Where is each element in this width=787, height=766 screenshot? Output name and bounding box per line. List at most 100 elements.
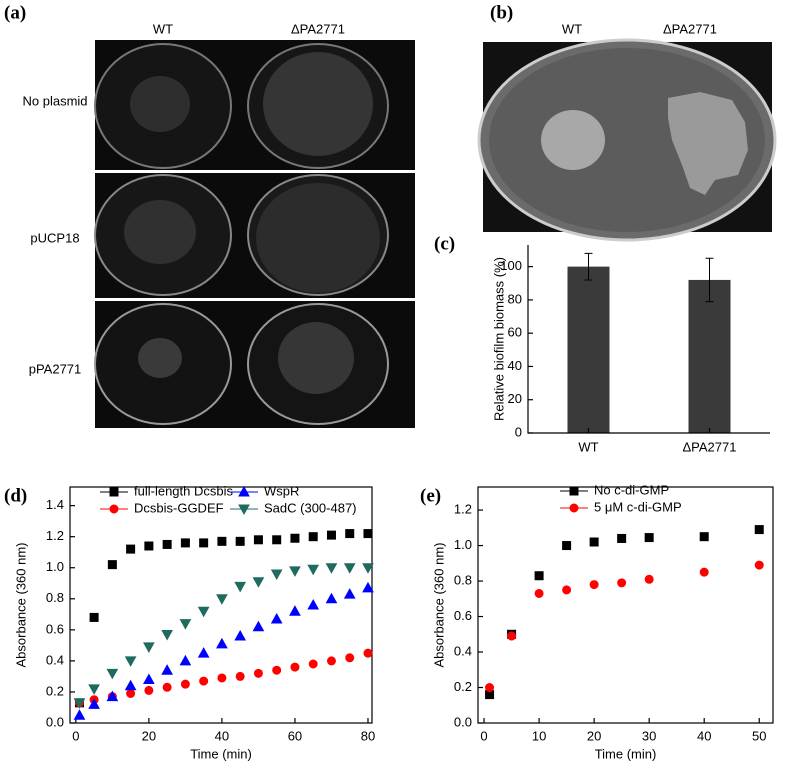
legend-label: WspR [264, 483, 299, 498]
legend-marker [569, 486, 579, 496]
column-header: WT [153, 21, 173, 36]
marker [754, 525, 764, 535]
marker [617, 578, 627, 588]
x-tick-label: 20 [142, 728, 156, 743]
marker [289, 605, 301, 616]
marker [199, 538, 209, 548]
x-axis-label: Time (min) [595, 746, 657, 761]
legend-label: No c-di-GMP [594, 482, 669, 497]
marker [485, 683, 495, 693]
row-label: No plasmid [22, 93, 87, 108]
marker [144, 541, 154, 551]
marker [216, 637, 228, 649]
y-tick-label: 80 [508, 291, 522, 306]
row-label: pPA2771 [29, 361, 82, 376]
legend-marker [238, 485, 250, 497]
y-tick-label: 60 [508, 325, 522, 340]
marker [699, 532, 709, 542]
panel-label: (a) [4, 2, 26, 23]
marker [179, 654, 192, 666]
marker [562, 585, 572, 595]
y-tick-label: 1.2 [454, 502, 472, 517]
y-axis-label: Absorbance (360 nm) [431, 542, 446, 667]
marker [143, 673, 155, 685]
marker [235, 536, 245, 546]
marker [199, 676, 209, 686]
marker [617, 533, 627, 543]
column-header: ΔPA2771 [291, 21, 345, 36]
marker [343, 563, 356, 574]
y-axis-label: Absorbance (360 nm) [13, 542, 28, 667]
marker [272, 535, 282, 545]
marker [89, 612, 99, 622]
legend-marker [238, 504, 250, 516]
marker [217, 673, 227, 683]
axis [527, 245, 770, 434]
y-tick-label: 0.8 [46, 590, 64, 605]
error-bar [705, 257, 714, 303]
marker [180, 538, 190, 548]
y-tick-label: 0.4 [454, 643, 472, 658]
marker [73, 698, 86, 709]
marker [252, 577, 265, 588]
marker [754, 560, 764, 570]
marker [644, 574, 654, 584]
y-tick-label: 0.8 [454, 572, 472, 587]
marker [345, 653, 355, 663]
x-tick-label: WT [578, 439, 598, 454]
row-label: pUCP18 [30, 230, 79, 245]
marker [272, 665, 282, 675]
marker [253, 668, 263, 678]
y-tick-label: 100 [500, 258, 522, 273]
marker [289, 566, 301, 577]
marker [362, 563, 374, 574]
marker [88, 684, 100, 695]
marker [345, 529, 355, 539]
marker [644, 533, 654, 543]
marker [325, 592, 338, 604]
x-tick-label: 30 [642, 728, 656, 743]
marker [699, 567, 709, 577]
bar [567, 266, 610, 433]
marker [197, 606, 210, 618]
marker [217, 536, 227, 546]
legend-marker [569, 503, 579, 513]
x-tick-label: ΔPA2771 [683, 439, 737, 454]
marker [180, 679, 190, 689]
y-tick-label: 0.6 [454, 608, 472, 623]
y-tick-label: 0.6 [46, 621, 64, 636]
y-tick-label: 1.0 [46, 559, 64, 574]
y-axis-label: Relative biofilm biomass (%) [491, 257, 506, 421]
marker [143, 642, 155, 653]
marker [326, 530, 336, 540]
marker [534, 571, 544, 581]
marker [126, 689, 136, 698]
marker [362, 581, 374, 593]
bar [688, 279, 731, 433]
x-tick-label: 60 [288, 728, 302, 743]
marker [290, 662, 300, 672]
column-header: WT [562, 21, 582, 36]
marker [235, 671, 245, 681]
marker [234, 581, 247, 593]
legend-label: 5 μM c-di-GMP [594, 499, 682, 514]
photo-panel-b [477, 38, 777, 242]
marker [106, 668, 119, 680]
marker [534, 588, 544, 598]
marker [197, 647, 210, 658]
panel-label: (e) [420, 485, 441, 506]
panel-label: (c) [434, 233, 455, 254]
panel-label: (b) [490, 2, 513, 23]
y-tick-label: 40 [508, 358, 522, 373]
plot-frame [477, 486, 774, 724]
marker [124, 679, 137, 691]
marker [179, 619, 192, 630]
panel-label: (d) [4, 485, 27, 506]
marker [88, 698, 100, 709]
legend-label: SadC (300-487) [264, 500, 357, 515]
marker [507, 631, 517, 641]
marker [107, 560, 117, 570]
marker [124, 656, 137, 667]
marker [290, 533, 300, 543]
marker [106, 690, 119, 702]
